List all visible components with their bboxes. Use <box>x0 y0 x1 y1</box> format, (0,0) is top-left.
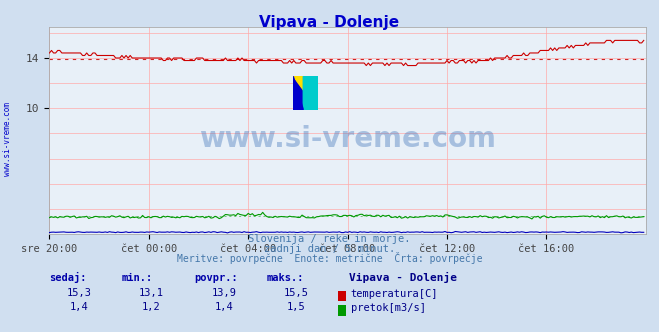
Polygon shape <box>293 76 318 110</box>
Text: www.si-vreme.com: www.si-vreme.com <box>199 124 496 153</box>
Polygon shape <box>293 76 318 110</box>
Text: 1,5: 1,5 <box>287 302 306 312</box>
Text: Slovenija / reke in morje.: Slovenija / reke in morje. <box>248 234 411 244</box>
Polygon shape <box>303 76 318 110</box>
Text: 1,4: 1,4 <box>70 302 88 312</box>
Text: povpr.:: povpr.: <box>194 273 238 283</box>
Text: zadnji dan / 5 minut.: zadnji dan / 5 minut. <box>264 244 395 254</box>
Text: maks.:: maks.: <box>267 273 304 283</box>
Text: 13,9: 13,9 <box>212 288 237 298</box>
Text: Meritve: povrpečne  Enote: metrične  Črta: povrpečje: Meritve: povrpečne Enote: metrične Črta:… <box>177 252 482 264</box>
Text: 1,4: 1,4 <box>215 302 233 312</box>
Polygon shape <box>303 76 318 110</box>
Text: temperatura[C]: temperatura[C] <box>351 289 438 299</box>
Polygon shape <box>293 76 303 110</box>
Text: sedaj:: sedaj: <box>49 272 87 283</box>
Text: min.:: min.: <box>122 273 153 283</box>
Text: 13,1: 13,1 <box>139 288 164 298</box>
Text: www.si-vreme.com: www.si-vreme.com <box>3 103 13 176</box>
Text: Vipava - Dolenje: Vipava - Dolenje <box>349 272 457 283</box>
Text: pretok[m3/s]: pretok[m3/s] <box>351 303 426 313</box>
Text: 1,2: 1,2 <box>142 302 161 312</box>
Text: 15,5: 15,5 <box>284 288 309 298</box>
Text: 15,3: 15,3 <box>67 288 92 298</box>
Text: Vipava - Dolenje: Vipava - Dolenje <box>260 15 399 30</box>
